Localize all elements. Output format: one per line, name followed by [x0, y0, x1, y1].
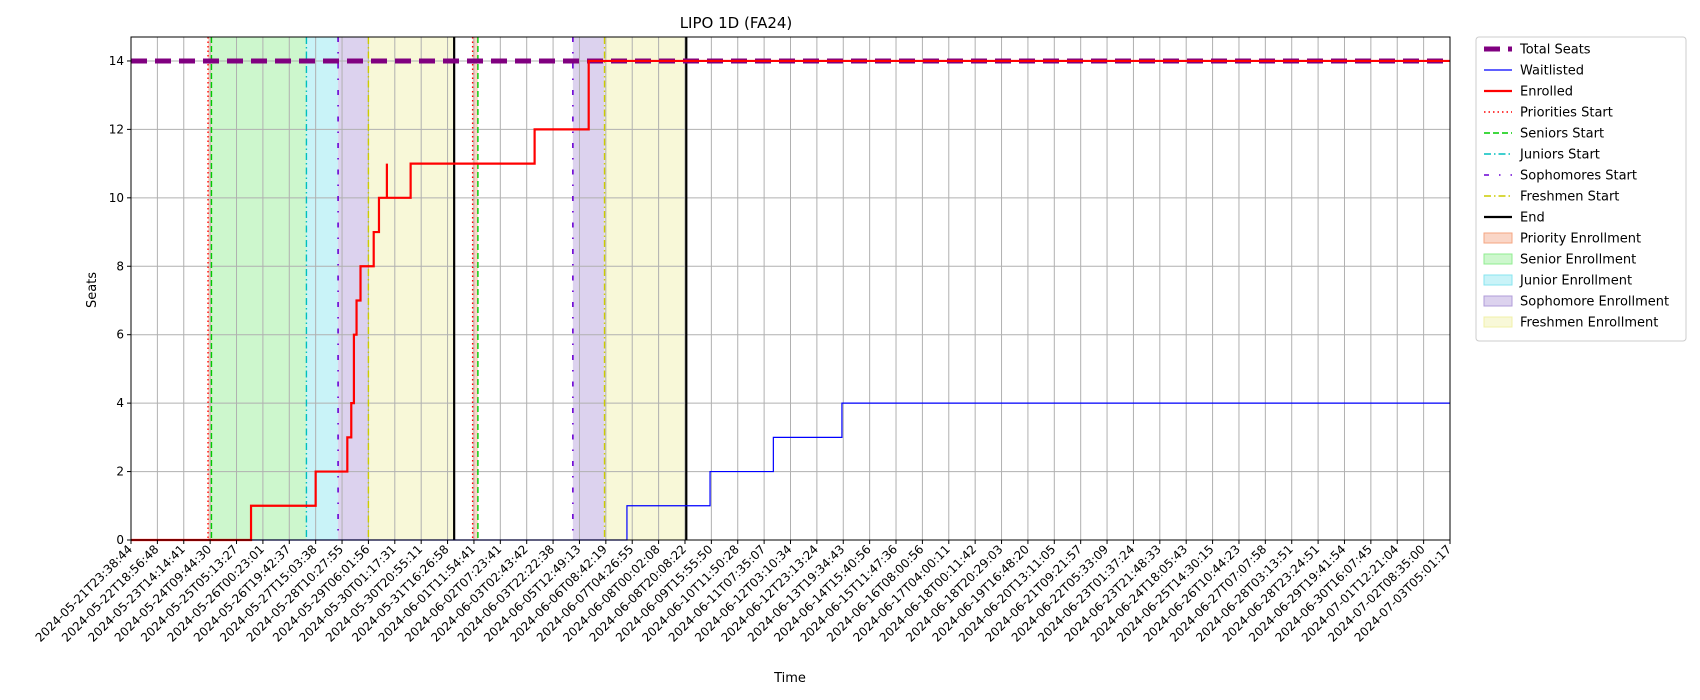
legend-label: Total Seats: [1519, 43, 1591, 58]
series-waitlisted: [131, 402, 1450, 541]
legend-label: Junior Enrollment: [1519, 274, 1632, 289]
x-axis-title: Time: [773, 671, 806, 686]
y-tick-label: 4: [116, 396, 124, 410]
y-tick-label: 2: [116, 465, 124, 479]
y-tick-label: 10: [109, 191, 124, 205]
y-tick-label: 0: [116, 533, 124, 547]
span-junior-enrollment: [306, 37, 339, 540]
span-priority-enrollment: [472, 37, 478, 540]
legend-label: Freshmen Enrollment: [1520, 316, 1658, 331]
y-tick-label: 6: [116, 328, 124, 342]
y-tick-label: 12: [109, 122, 124, 136]
legend-label: Freshmen Start: [1520, 190, 1619, 205]
legend: Total Seats Waitlisted Enrolled Priorities …: [1475, 36, 1687, 342]
series-enrolled: [131, 59, 1450, 542]
span-freshmen-enrollment: [604, 37, 687, 540]
legend-swatch: [1483, 316, 1513, 328]
legend-label: Seniors Start: [1520, 127, 1604, 142]
legend-label: Enrolled: [1520, 85, 1573, 100]
legend-frame: [1475, 36, 1687, 342]
legend-swatch: [1483, 232, 1513, 244]
y-tick-label: 8: [116, 259, 124, 273]
y-axis-title: Seats: [85, 272, 100, 308]
span-sophomore-enrollment: [338, 37, 369, 540]
legend-label: Sophomore Enrollment: [1520, 295, 1669, 310]
chart-title: LIPO 1D (FA24): [680, 14, 793, 32]
legend-label: Juniors Start: [1519, 148, 1600, 163]
y-tick-label: 14: [109, 54, 124, 68]
legend-swatch: [1483, 274, 1513, 286]
plot-area: 024681012142024-05-21T23:38:442024-05-22…: [33, 36, 1454, 645]
legend-label: Senior Enrollment: [1520, 253, 1636, 268]
span-senior-enrollment: [211, 37, 307, 540]
span-freshmen-enrollment: [368, 37, 455, 540]
legend-swatch: [1483, 295, 1513, 307]
legend-label: Sophomores Start: [1520, 169, 1637, 184]
legend-label: Waitlisted: [1520, 64, 1584, 79]
legend-label: Priority Enrollment: [1520, 232, 1641, 247]
legend-swatch: [1483, 253, 1513, 265]
legend-label: Priorities Start: [1520, 106, 1613, 121]
legend-label: End: [1520, 211, 1545, 226]
